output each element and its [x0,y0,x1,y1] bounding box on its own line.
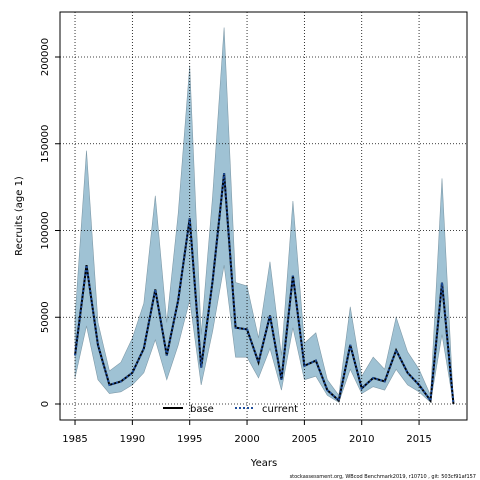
x-tick-label: 1990 [120,434,145,445]
plot-frame [59,11,468,421]
x-tick-label: 1995 [177,434,202,445]
y-tick-label: 100000 [40,211,51,249]
x-tick-label: 2005 [292,434,317,445]
legend-label: base [190,404,214,415]
y-tick-label: 50000 [40,301,51,333]
y-tick-label: 150000 [40,125,51,163]
y-axis-label: Recruits (age 1) [14,176,25,256]
legend-label: current [262,404,298,415]
confidence-band [74,27,454,405]
x-tick-label: 2000 [234,434,259,445]
y-tick-label: 0 [40,401,51,407]
x-tick-label: 2010 [349,434,374,445]
x-tick-label: 1985 [62,434,87,445]
series-line [74,173,455,405]
footnote: stockassessment.org, WBcod Benchmark2019… [290,474,476,480]
x-tick-label: 2015 [406,434,431,445]
y-tick-label: 200000 [40,38,51,76]
x-axis-label: Years [250,458,277,469]
